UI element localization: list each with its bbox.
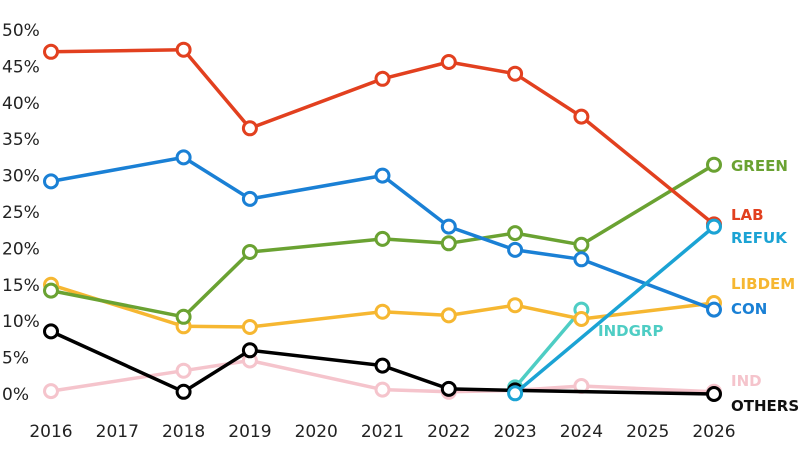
data-point-libdem-2021 bbox=[374, 303, 391, 320]
series-labels: IND INDGRP OTHERS LIBDEM GREEN CON LAB REFUK bbox=[598, 157, 799, 415]
data-point-libdem-2024 bbox=[573, 311, 590, 327]
y-tick-label-50-: 50% bbox=[2, 21, 40, 41]
data-point-libdem-2023 bbox=[507, 297, 524, 314]
data-point-lab-2022 bbox=[440, 54, 457, 70]
data-point-con-2026 bbox=[706, 301, 722, 318]
series-line-refuk bbox=[513, 224, 716, 396]
x-tick-label-2018: 2018 bbox=[162, 422, 205, 442]
series-green bbox=[43, 156, 722, 325]
series-label-con: CON bbox=[731, 300, 767, 318]
series-label-green: GREEN bbox=[731, 157, 788, 175]
y-tick-label-25-: 25% bbox=[2, 203, 40, 223]
data-point-con-2022 bbox=[440, 218, 457, 235]
series-label-others: OTHERS bbox=[731, 397, 799, 415]
y-tick-label-5-: 5% bbox=[2, 349, 29, 369]
data-point-others-2019 bbox=[241, 342, 258, 359]
series-label-lab: LAB bbox=[731, 206, 764, 224]
x-tick-label-2021: 2021 bbox=[361, 422, 404, 442]
series-line-green bbox=[49, 162, 716, 319]
series-line-ind bbox=[49, 358, 716, 394]
series-line-indgrp bbox=[513, 307, 584, 390]
data-point-others-2021 bbox=[374, 357, 391, 374]
y-tick-label-20-: 20% bbox=[2, 239, 40, 259]
data-point-lab-2023 bbox=[507, 65, 524, 82]
y-tick-label-30-: 30% bbox=[2, 167, 40, 187]
data-point-ind-2021 bbox=[374, 381, 391, 398]
x-tick-label-2025: 2025 bbox=[626, 422, 669, 442]
series-line-con bbox=[49, 155, 716, 312]
x-tick-label-2020: 2020 bbox=[295, 422, 338, 442]
data-point-others-2026 bbox=[706, 386, 722, 402]
data-point-con-2021 bbox=[374, 167, 391, 184]
series-label-indgrp: INDGRP bbox=[598, 322, 663, 340]
y-tick-label-40-: 40% bbox=[2, 94, 40, 114]
y-tick-label-45-: 45% bbox=[2, 57, 40, 77]
series-label-ind: IND bbox=[731, 372, 762, 390]
data-point-others-2022 bbox=[440, 380, 457, 397]
series-con bbox=[43, 149, 722, 318]
data-point-libdem-2022 bbox=[440, 307, 457, 324]
x-tick-label-2022: 2022 bbox=[427, 422, 470, 442]
series-line-lab bbox=[49, 47, 716, 227]
data-point-lab-2019 bbox=[241, 120, 258, 137]
series-label-libdem: LIBDEM bbox=[731, 275, 795, 293]
data-point-green-2026 bbox=[706, 156, 722, 173]
y-axis: 0% 5% 10% 15% 20% 25% 30% 35% 40% 45% 50% bbox=[2, 21, 40, 405]
x-tick-label-2019: 2019 bbox=[228, 422, 271, 442]
x-tick-label-2023: 2023 bbox=[493, 422, 536, 442]
data-point-con-2016 bbox=[43, 173, 59, 190]
data-point-refuk-2023 bbox=[507, 385, 524, 402]
data-point-green-2024 bbox=[573, 236, 590, 253]
x-axis: 2016 2017 2018 2019 2020 2021 2022 2023 2024 2025… bbox=[29, 422, 735, 442]
x-tick-label-2024: 2024 bbox=[560, 422, 603, 442]
y-tick-label-0-: 0% bbox=[2, 385, 29, 405]
series-refuk bbox=[507, 218, 722, 402]
x-tick-label-2016: 2016 bbox=[29, 422, 72, 442]
data-point-lab-2021 bbox=[374, 70, 391, 87]
series-line-libdem bbox=[49, 283, 716, 329]
data-point-ind-2018 bbox=[175, 362, 192, 379]
data-point-green-2022 bbox=[440, 235, 457, 252]
data-point-green-2021 bbox=[374, 230, 391, 247]
data-point-green-2023 bbox=[507, 225, 524, 242]
series-layer bbox=[43, 41, 722, 402]
y-tick-label-10-: 10% bbox=[2, 312, 40, 332]
data-point-con-2023 bbox=[507, 241, 524, 258]
x-tick-label-2026: 2026 bbox=[692, 422, 735, 442]
data-point-con-2019 bbox=[241, 190, 258, 207]
series-label-refuk: REFUK bbox=[731, 229, 788, 247]
data-point-lab-2016 bbox=[43, 43, 59, 60]
data-point-ind-2016 bbox=[43, 383, 59, 400]
data-point-con-2024 bbox=[573, 251, 590, 268]
y-tick-label-15-: 15% bbox=[2, 276, 40, 296]
data-point-others-2016 bbox=[43, 323, 59, 340]
data-point-green-2018 bbox=[175, 308, 192, 325]
data-point-others-2018 bbox=[175, 383, 192, 400]
series-lab bbox=[43, 41, 722, 233]
data-point-green-2016 bbox=[43, 282, 59, 299]
x-tick-label-2017: 2017 bbox=[96, 422, 139, 442]
data-point-con-2018 bbox=[175, 149, 192, 166]
data-point-lab-2018 bbox=[175, 41, 192, 58]
y-tick-label-35-: 35% bbox=[2, 130, 40, 150]
data-point-lab-2024 bbox=[573, 108, 590, 125]
data-point-green-2019 bbox=[241, 244, 258, 260]
data-point-libdem-2019 bbox=[241, 319, 258, 335]
data-point-refuk-2026 bbox=[706, 218, 722, 235]
